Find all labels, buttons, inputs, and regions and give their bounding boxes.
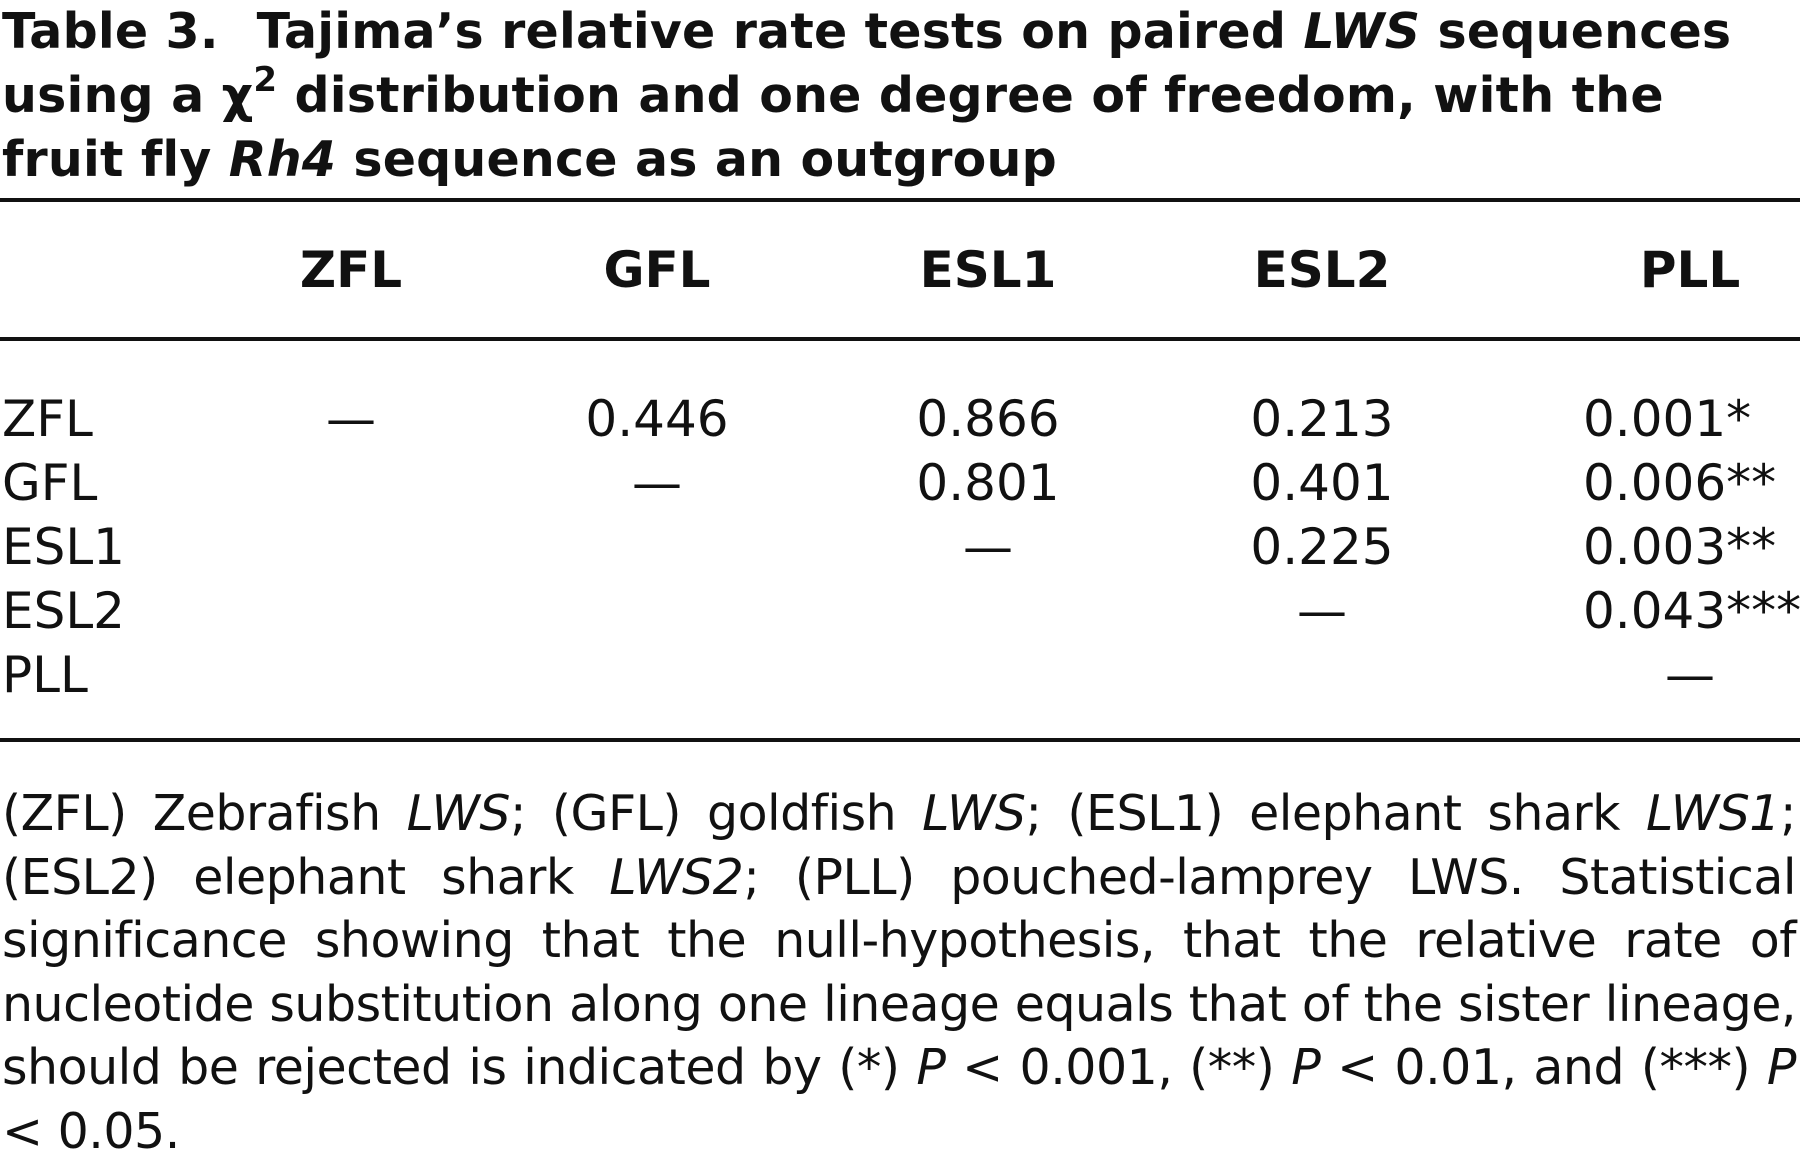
footnote-text-3: ; (ESL1) elephant shark	[1025, 785, 1646, 842]
footnote-gene-3: LWS1	[1645, 785, 1781, 842]
cell-esl1-esl1: —	[963, 518, 1013, 576]
footnote-p-symbol-1: P	[916, 1039, 946, 1096]
footnote-gene-1: LWS	[406, 785, 511, 842]
chi-symbol: χ	[221, 67, 254, 124]
cell-pll-pll: —	[1665, 646, 1715, 704]
footnote-text-8: < 0.05.	[2, 1102, 180, 1160]
cell-gfl-gfl: —	[632, 454, 682, 512]
caption-gene-lws: LWS	[1303, 3, 1421, 60]
footnote-text-5: ; (PLL) pouched-lamprey LWS. Statistical…	[2, 848, 1797, 1097]
footnote-p-symbol-3: P	[1766, 1039, 1797, 1096]
footnote-text-2: ; (GFL) goldfish	[509, 785, 923, 842]
cell-gfl-esl1: 0.801	[916, 454, 1060, 512]
cell-gfl-pll: 0.006**	[1583, 454, 1777, 512]
row-label-zfl: ZFL	[2, 390, 93, 448]
chi-superscript: 2	[253, 59, 278, 100]
caption-text-3: distribution and one degree of freedom, …	[2, 67, 1664, 188]
cell-esl2-esl2: —	[1297, 582, 1347, 640]
table-header-rule	[0, 337, 1800, 341]
cell-gfl-esl2: 0.401	[1250, 454, 1394, 512]
row-label-gfl: GFL	[2, 454, 98, 512]
row-label-esl2: ESL2	[2, 582, 125, 640]
table-label: Table 3.	[2, 3, 219, 60]
cell-esl1-pll: 0.003**	[1583, 518, 1777, 576]
footnote-text-7: < 0.01, and (***)	[1320, 1039, 1767, 1096]
column-header-zfl: ZFL	[299, 241, 403, 299]
cell-zfl-pll: 0.001*	[1583, 390, 1752, 448]
caption-text-1: Tajima’s relative rate tests on paired	[256, 3, 1304, 60]
column-header-pll: PLL	[1639, 241, 1741, 299]
row-label-esl1: ESL1	[2, 518, 125, 576]
cell-zfl-esl2: 0.213	[1250, 390, 1394, 448]
cell-esl2-pll: 0.043***	[1583, 582, 1800, 640]
footnote-text-6: < 0.001, (**)	[945, 1039, 1292, 1096]
column-header-gfl: GFL	[603, 241, 711, 299]
table-bottom-rule	[0, 738, 1800, 742]
footnote-gene-4: LWS2	[609, 848, 744, 906]
table-top-rule	[0, 198, 1800, 202]
table-caption: Table 3. Tajima’s relative rate tests on …	[2, 0, 1798, 192]
cell-esl1-esl2: 0.225	[1250, 518, 1394, 576]
footnote-gene-2: LWS	[922, 785, 1026, 842]
footnote-p-symbol-2: P	[1291, 1039, 1321, 1096]
table-footnote: (ZFL) Zebrafish LWS; (GFL) goldfish LWS;…	[2, 782, 1797, 1163]
caption-text-4: sequence as an outgroup	[336, 131, 1057, 188]
caption-text-2: sequences using a	[2, 3, 1732, 124]
cell-zfl-esl1: 0.866	[916, 390, 1060, 448]
column-header-esl2: ESL2	[1253, 241, 1391, 299]
column-header-esl1: ESL1	[919, 241, 1057, 299]
caption-gene-rh4: Rh4	[228, 131, 337, 188]
cell-zfl-zfl: —	[326, 390, 376, 448]
row-label-pll: PLL	[2, 646, 88, 704]
cell-zfl-gfl: 0.446	[585, 390, 729, 448]
footnote-text-1: (ZFL) Zebrafish	[2, 785, 407, 842]
footnote-text-4: ; (ESL2) elephant shark	[2, 785, 1797, 906]
